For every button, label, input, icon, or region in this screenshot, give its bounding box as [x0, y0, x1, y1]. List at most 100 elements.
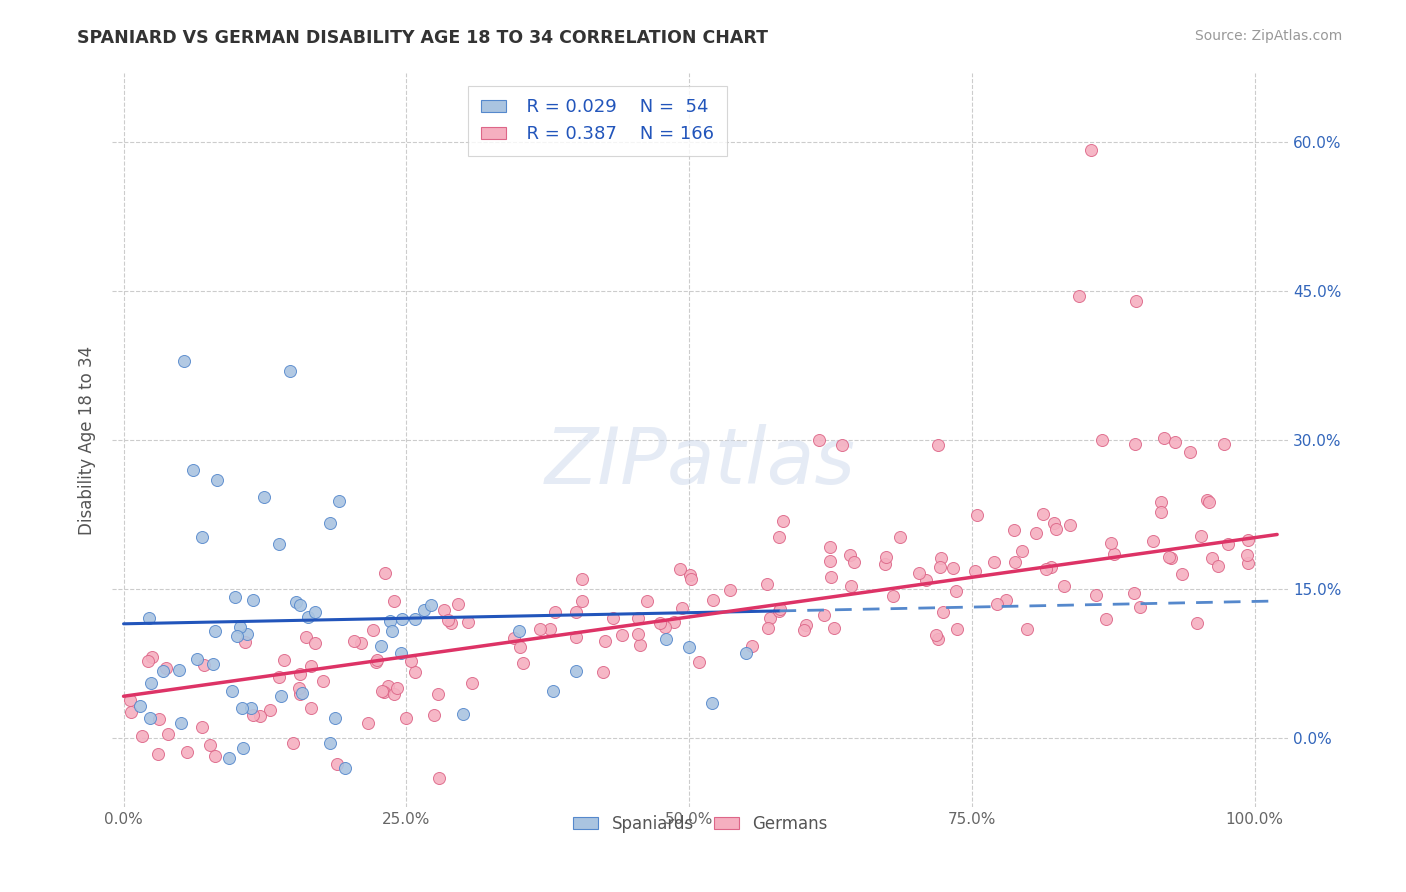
Text: Source: ZipAtlas.com: Source: ZipAtlas.com: [1195, 29, 1343, 44]
Point: [1180, 445, 1202, 459]
Point: [1218, 537, 1240, 551]
Point: [929, 559, 952, 574]
Point: [120, 693, 142, 707]
Point: [259, 703, 281, 717]
Point: [269, 670, 291, 684]
Point: [404, 665, 426, 679]
Point: [295, 630, 318, 644]
Point: [679, 567, 702, 582]
Point: [176, 745, 198, 759]
Point: [333, 761, 356, 775]
Point: [945, 623, 967, 637]
Point: [391, 612, 413, 626]
Point: [218, 751, 240, 765]
Point: [1053, 579, 1076, 593]
Point: [1080, 144, 1102, 158]
Point: [299, 658, 322, 673]
Point: [966, 508, 988, 522]
Point: [813, 607, 835, 622]
Point: [963, 564, 986, 578]
Point: [994, 593, 1017, 607]
Point: [823, 621, 845, 635]
Point: [427, 771, 450, 785]
Point: [669, 562, 692, 576]
Point: [451, 707, 474, 722]
Point: [181, 463, 204, 477]
Point: [1102, 547, 1125, 561]
Point: [927, 438, 949, 452]
Point: [1159, 549, 1181, 564]
Point: [1236, 556, 1258, 570]
Point: [1125, 294, 1147, 309]
Legend: Spaniards, Germans: Spaniards, Germans: [567, 808, 834, 839]
Point: [602, 611, 624, 625]
Point: [198, 738, 221, 752]
Point: [508, 624, 530, 639]
Point: [267, 536, 290, 550]
Point: [385, 681, 408, 695]
Point: [1045, 522, 1067, 536]
Point: [1002, 524, 1025, 538]
Point: [654, 620, 676, 634]
Point: [1153, 431, 1175, 445]
Point: [377, 679, 399, 693]
Point: [221, 684, 243, 698]
Point: [233, 635, 256, 649]
Point: [671, 601, 693, 615]
Point: [141, 649, 163, 664]
Text: ZIPatlas: ZIPatlas: [546, 425, 856, 500]
Point: [281, 736, 304, 750]
Point: [437, 613, 460, 627]
Point: [831, 438, 853, 452]
Point: [983, 555, 1005, 569]
Point: [152, 664, 174, 678]
Point: [420, 598, 443, 612]
Point: [226, 629, 249, 643]
Point: [323, 711, 346, 725]
Point: [1142, 534, 1164, 549]
Point: [288, 687, 311, 701]
Point: [772, 514, 794, 528]
Point: [138, 611, 160, 625]
Point: [544, 605, 567, 619]
Point: [288, 598, 311, 612]
Point: [350, 636, 373, 650]
Point: [793, 624, 815, 638]
Point: [326, 756, 349, 771]
Point: [636, 594, 658, 608]
Point: [242, 592, 264, 607]
Point: [232, 740, 254, 755]
Point: [366, 653, 388, 667]
Point: [1025, 525, 1047, 540]
Point: [239, 701, 262, 715]
Point: [1094, 611, 1116, 625]
Point: [146, 747, 169, 762]
Point: [370, 684, 392, 698]
Point: [1170, 566, 1192, 581]
Point: [1129, 599, 1152, 614]
Point: [312, 674, 335, 689]
Point: [655, 632, 678, 646]
Point: [873, 557, 896, 571]
Point: [1150, 495, 1173, 509]
Point: [278, 364, 301, 378]
Point: [592, 665, 614, 679]
Point: [794, 618, 817, 632]
Point: [191, 720, 214, 734]
Point: [249, 709, 271, 723]
Point: [1091, 433, 1114, 447]
Point: [291, 686, 314, 700]
Point: [1236, 533, 1258, 548]
Point: [1085, 588, 1108, 602]
Y-axis label: Disability Age 18 to 34: Disability Age 18 to 34: [79, 345, 96, 535]
Point: [986, 598, 1008, 612]
Point: [1195, 493, 1218, 508]
Point: [627, 610, 650, 624]
Point: [343, 633, 366, 648]
Point: [945, 584, 967, 599]
Text: SPANIARD VS GERMAN DISABILITY AGE 18 TO 34 CORRELATION CHART: SPANIARD VS GERMAN DISABILITY AGE 18 TO …: [77, 29, 768, 47]
Point: [381, 624, 404, 639]
Point: [718, 582, 741, 597]
Point: [224, 590, 246, 604]
Point: [236, 627, 259, 641]
